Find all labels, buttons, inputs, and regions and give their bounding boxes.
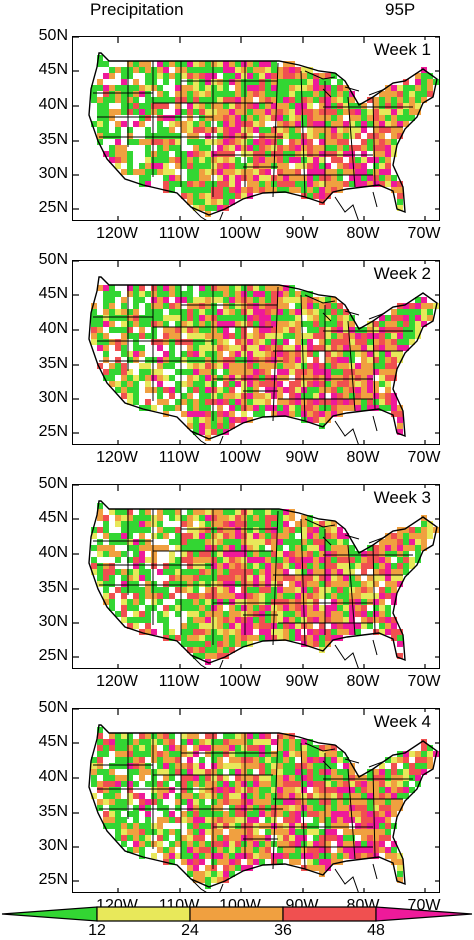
map-panel-week-4: Week 4 50N 45N 40N 35N 30N 25N 120W 110W 100W 90W 8… [0, 694, 474, 919]
longitude-label: 100W [219, 449, 261, 466]
latitude-label: 25N [38, 199, 68, 216]
longitude-label: 90W [285, 449, 319, 466]
colorbar-segment-green [1, 906, 98, 922]
colorbar-label-12: 12 [88, 922, 106, 939]
colorbar-segment-orange [189, 906, 284, 922]
us-outline [88, 52, 438, 216]
latitude-label: 30N [38, 613, 68, 630]
longitude-label: 120W [96, 225, 138, 242]
latitude-label: 30N [38, 837, 68, 854]
precipitation-field [73, 261, 439, 444]
colorbar-label-24: 24 [181, 922, 199, 939]
latitude-label: 35N [38, 803, 68, 820]
longitude-label: 80W [346, 225, 380, 242]
latitude-label: 50N [38, 475, 68, 492]
longitude-label: 80W [346, 449, 380, 466]
state-boundaries [93, 733, 413, 870]
latitude-label: 45N [38, 285, 68, 302]
week-label: Week 3 [371, 488, 433, 508]
latitude-label: 50N [38, 27, 68, 44]
latitude-label: 30N [38, 165, 68, 182]
latitude-label: 35N [38, 579, 68, 596]
map-panel-week-2: Week 2 50N 45N 40N 35N 30N 25N 120W 110W 100W 90W 8… [0, 246, 474, 471]
latitude-label: 40N [38, 768, 68, 785]
state-boundaries [93, 509, 413, 646]
latitude-label: 25N [38, 647, 68, 664]
map-frame: Week 3 [72, 484, 440, 669]
statistic-label: 95P [385, 0, 416, 19]
map-panel-week-3: Week 3 50N 45N 40N 35N 30N 25N 120W 110W 100W 90W 8… [0, 470, 474, 695]
precipitation-cells [91, 285, 439, 441]
us-outline [88, 724, 438, 888]
map-panel-week-1: Week 1 50N 45N 40N 35N 30N 25N 120W 110W 100W 90W 8… [0, 22, 474, 247]
week-label: Week 1 [371, 40, 433, 60]
latitude-label: 45N [38, 61, 68, 78]
map-frame: Week 1 [72, 36, 440, 221]
latitude-label: 40N [38, 320, 68, 337]
coastlines [190, 294, 386, 444]
latitude-label: 40N [38, 544, 68, 561]
precipitation-cells [91, 503, 439, 665]
latitude-label: 25N [38, 423, 68, 440]
longitude-label: 120W [96, 673, 138, 690]
coastlines [190, 742, 386, 892]
latitude-label: 25N [38, 871, 68, 888]
longitude-label: 110W [158, 225, 200, 242]
week-label: Week 4 [371, 712, 433, 732]
longitude-label: 70W [407, 673, 441, 690]
colorbar-label-36: 36 [274, 922, 292, 939]
coastlines [190, 518, 386, 668]
colorbar [1, 906, 473, 922]
latitude-label: 45N [38, 509, 68, 526]
colorbar-segment-magenta [375, 906, 473, 922]
latitude-label: 50N [38, 699, 68, 716]
precipitation-cells [91, 727, 439, 889]
latitude-label: 35N [38, 131, 68, 148]
us-outline [88, 276, 438, 440]
colorbar-segment-yellow [96, 906, 191, 922]
colorbar-segment-red [282, 906, 377, 922]
longitude-label: 80W [346, 673, 380, 690]
colorbar-label-48: 48 [367, 922, 385, 939]
state-boundaries [93, 285, 413, 422]
longitude-label: 70W [407, 449, 441, 466]
longitude-label: 110W [158, 449, 200, 466]
precipitation-field [73, 709, 439, 892]
latitude-label: 50N [38, 251, 68, 268]
longitude-label: 120W [96, 449, 138, 466]
precipitation-field [73, 485, 439, 668]
coastlines [190, 70, 386, 220]
map-title: Precipitation [90, 0, 184, 19]
map-frame: Week 2 [72, 260, 440, 445]
longitude-label: 100W [219, 225, 261, 242]
state-boundaries [93, 61, 413, 198]
precipitation-cells [91, 55, 439, 217]
week-label: Week 2 [371, 264, 433, 284]
latitude-label: 35N [38, 355, 68, 372]
longitude-label: 100W [219, 673, 261, 690]
longitude-label: 70W [407, 225, 441, 242]
latitude-label: 30N [38, 389, 68, 406]
axis-ticks [73, 37, 439, 220]
latitude-label: 45N [38, 733, 68, 750]
longitude-label: 90W [285, 673, 319, 690]
precipitation-field [73, 37, 439, 220]
us-outline [88, 500, 438, 664]
latitude-label: 40N [38, 96, 68, 113]
longitude-label: 90W [285, 225, 319, 242]
longitude-label: 110W [158, 673, 200, 690]
map-frame: Week 4 [72, 708, 440, 893]
